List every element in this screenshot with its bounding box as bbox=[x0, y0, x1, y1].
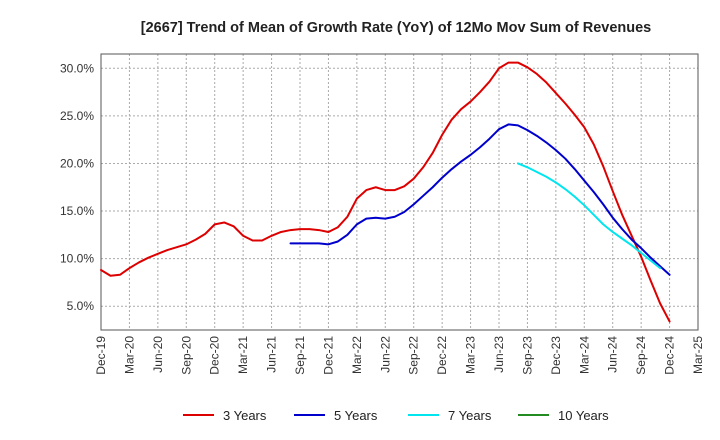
x-tick-label: Mar-21 bbox=[236, 336, 250, 374]
legend-label-3-years: 3 Years bbox=[223, 408, 267, 423]
x-tick-label: Jun-23 bbox=[492, 336, 506, 373]
x-tick-label: Sep-23 bbox=[520, 336, 534, 375]
x-tick-label: Dec-21 bbox=[321, 336, 335, 375]
y-tick-label: 25.0% bbox=[60, 109, 94, 123]
series-line-7-years bbox=[516, 162, 662, 270]
x-tick-label: Sep-24 bbox=[634, 336, 648, 375]
y-tick-label: 20.0% bbox=[60, 156, 94, 170]
y-tick-label: 5.0% bbox=[67, 299, 95, 313]
x-axis-ticks: Dec-19 Mar-20 Jun-20 Sep-20 Dec-20 Mar-21 Jun-… bbox=[94, 336, 705, 375]
legend-label-7-years: 7 Years bbox=[448, 408, 492, 423]
x-tick-label: Dec-24 bbox=[663, 336, 677, 375]
x-tick-label: Mar-20 bbox=[122, 336, 136, 374]
x-tick-label: Mar-25 bbox=[691, 336, 705, 374]
legend: 3 Years 5 Years 7 Years 10 Years bbox=[183, 408, 609, 423]
grid bbox=[101, 54, 699, 330]
x-tick-label: Mar-22 bbox=[350, 336, 364, 374]
x-tick-label: Mar-24 bbox=[577, 336, 591, 374]
x-tick-label: Sep-20 bbox=[179, 336, 193, 375]
x-tick-label: Dec-22 bbox=[435, 336, 449, 375]
series-lines bbox=[100, 61, 671, 323]
y-tick-label: 30.0% bbox=[60, 61, 94, 75]
x-tick-label: Mar-23 bbox=[464, 336, 478, 374]
legend-label-10-years: 10 Years bbox=[558, 408, 609, 423]
y-tick-label: 10.0% bbox=[60, 252, 94, 266]
x-tick-label: Jun-20 bbox=[151, 336, 165, 373]
x-tick-label: Dec-19 bbox=[94, 336, 108, 375]
x-tick-label: Jun-21 bbox=[265, 336, 279, 373]
x-tick-label: Sep-22 bbox=[407, 336, 421, 375]
chart-title: [2667] Trend of Mean of Growth Rate (YoY… bbox=[141, 20, 652, 36]
legend-label-5-years: 5 Years bbox=[334, 408, 378, 423]
plot-frame bbox=[100, 53, 699, 331]
x-tick-label: Dec-20 bbox=[208, 336, 222, 375]
x-tick-label: Dec-23 bbox=[549, 336, 563, 375]
y-axis-ticks: 5.0% 10.0% 15.0% 20.0% 25.0% 30.0% bbox=[60, 61, 94, 313]
series-line-3-years bbox=[100, 61, 671, 323]
x-tick-label: Sep-21 bbox=[293, 336, 307, 375]
x-tick-label: Jun-22 bbox=[378, 336, 392, 373]
y-tick-label: 15.0% bbox=[60, 204, 94, 218]
series-line-5-years bbox=[289, 123, 671, 276]
x-tick-label: Jun-24 bbox=[606, 336, 620, 373]
